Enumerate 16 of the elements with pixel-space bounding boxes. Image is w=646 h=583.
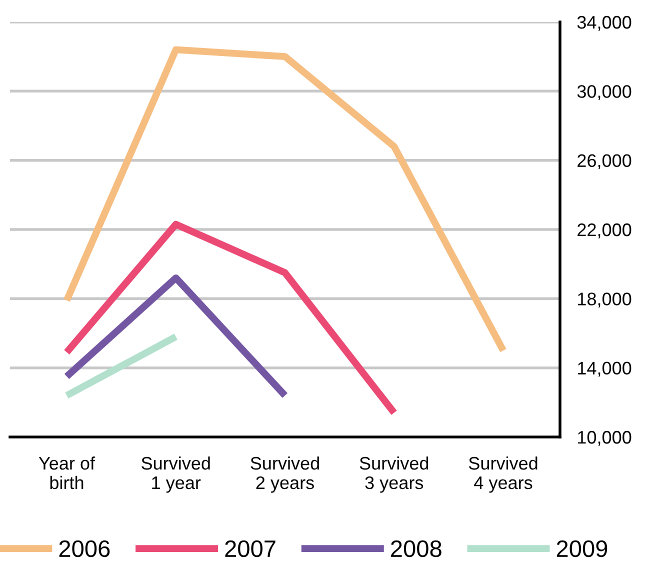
x-tick-label: Survived 2 years [250,456,319,493]
y-tick-label: 14,000 [578,362,632,377]
y-tick-label: 10,000 [578,430,632,446]
legend-label: 2009 [556,540,608,558]
legend-label: 2008 [391,540,442,558]
x-tick-label: Year of birth [38,456,96,490]
legend-label: 2006 [59,540,110,558]
y-tick-label: 22,000 [578,223,632,238]
x-tick-label: Survived 4 years [468,456,538,493]
y-tick-label: 18,000 [578,292,632,308]
y-tick-label: 30,000 [577,85,632,100]
x-tick-label: Survived 1 year [142,456,210,493]
x-tick-label: Survived 3 years [360,456,428,493]
y-tick-label: 26,000 [578,154,632,170]
legend-label: 2007 [225,540,276,558]
y-tick-label: 34,000 [577,16,632,31]
